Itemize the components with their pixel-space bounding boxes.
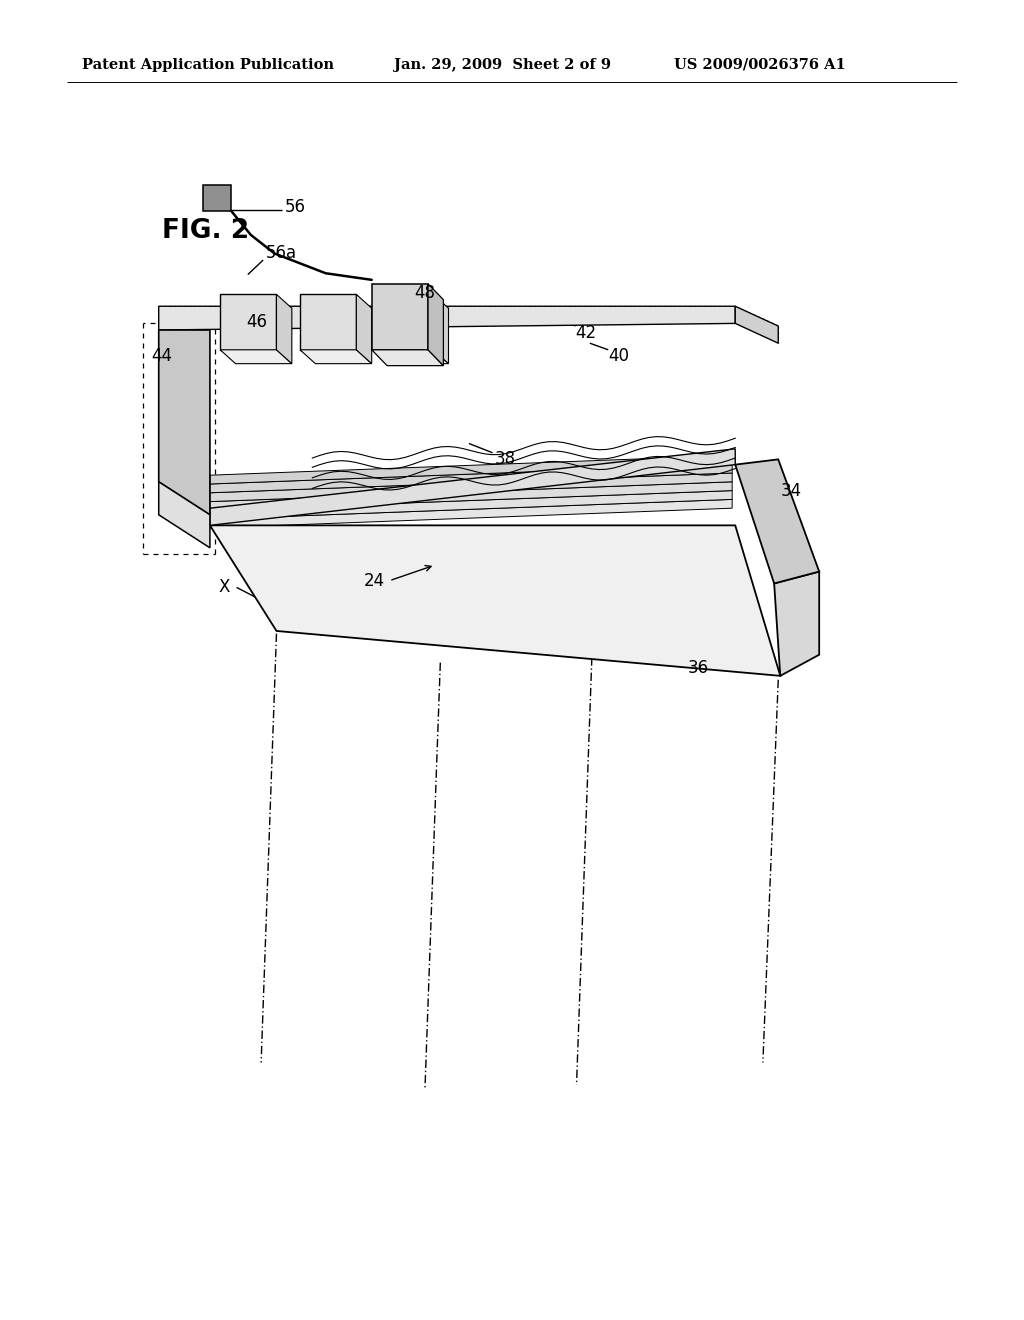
Text: 46: 46 bbox=[246, 313, 267, 331]
Text: 24: 24 bbox=[364, 572, 385, 590]
Text: 36: 36 bbox=[688, 659, 710, 677]
Text: 42: 42 bbox=[575, 323, 597, 342]
Text: Patent Application Publication: Patent Application Publication bbox=[82, 58, 334, 71]
Polygon shape bbox=[372, 284, 428, 350]
Text: FIG. 2: FIG. 2 bbox=[162, 218, 249, 244]
Polygon shape bbox=[210, 473, 732, 502]
Polygon shape bbox=[159, 482, 210, 548]
Polygon shape bbox=[210, 482, 732, 511]
Polygon shape bbox=[210, 499, 732, 528]
Polygon shape bbox=[220, 294, 276, 350]
Text: 40: 40 bbox=[608, 347, 630, 366]
Polygon shape bbox=[203, 185, 231, 211]
Polygon shape bbox=[210, 465, 732, 492]
Polygon shape bbox=[220, 350, 292, 363]
Polygon shape bbox=[300, 294, 356, 350]
Polygon shape bbox=[372, 350, 443, 366]
Text: 56a: 56a bbox=[266, 244, 297, 263]
Polygon shape bbox=[210, 525, 780, 676]
Text: 44: 44 bbox=[152, 347, 173, 366]
Text: 38: 38 bbox=[495, 450, 516, 469]
Text: X: X bbox=[218, 578, 229, 597]
Polygon shape bbox=[159, 306, 735, 330]
Text: US 2009/0026376 A1: US 2009/0026376 A1 bbox=[674, 58, 846, 71]
Polygon shape bbox=[210, 491, 732, 519]
Polygon shape bbox=[356, 294, 372, 363]
Polygon shape bbox=[428, 284, 443, 366]
Text: 34: 34 bbox=[780, 482, 802, 500]
Text: 56: 56 bbox=[285, 198, 306, 216]
Polygon shape bbox=[377, 350, 449, 363]
Text: Jan. 29, 2009  Sheet 2 of 9: Jan. 29, 2009 Sheet 2 of 9 bbox=[394, 58, 611, 71]
Polygon shape bbox=[210, 455, 732, 484]
Text: 48: 48 bbox=[415, 284, 436, 302]
Polygon shape bbox=[433, 294, 449, 363]
Polygon shape bbox=[735, 459, 819, 583]
Polygon shape bbox=[300, 350, 372, 363]
Polygon shape bbox=[159, 330, 210, 515]
Polygon shape bbox=[735, 306, 778, 343]
Polygon shape bbox=[774, 572, 819, 676]
Polygon shape bbox=[377, 294, 433, 350]
Polygon shape bbox=[210, 449, 735, 525]
Polygon shape bbox=[276, 294, 292, 363]
